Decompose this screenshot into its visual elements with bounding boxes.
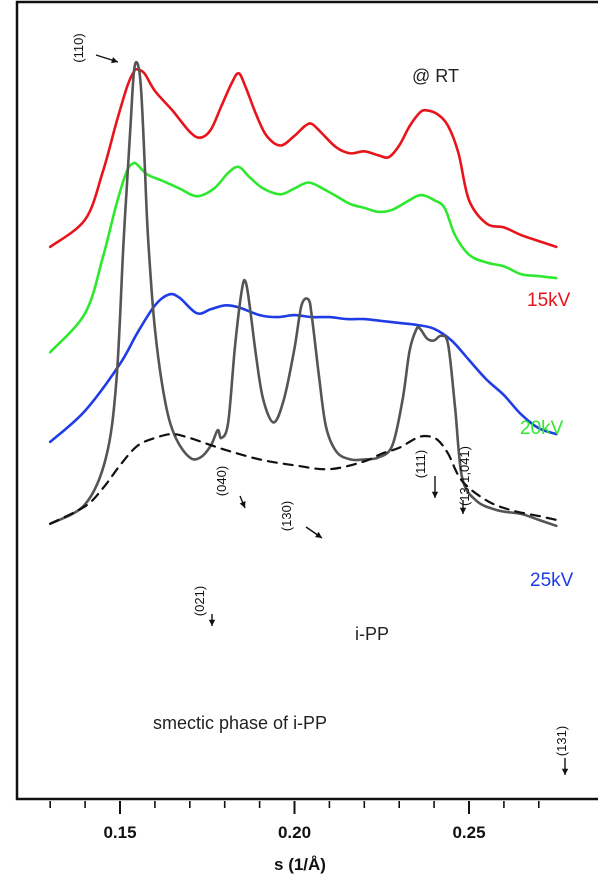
peak-label: (021) (192, 586, 207, 616)
plot-frame (15, 0, 598, 801)
peak-arrowhead (561, 768, 569, 775)
series-smectic-line (49, 433, 558, 525)
peak-arrowhead (111, 57, 118, 64)
x-tick-label: 0.15 (103, 823, 136, 842)
series-20kv-line (48, 161, 558, 354)
x-major-ticks: 0.15 0.20 0.25 (103, 801, 486, 842)
peak-label: (130) (279, 501, 294, 531)
peak-annotations: (110) (021) (040) (130) (111) (13-1,041) (131) (71, 33, 569, 775)
x-tick-label: 0.25 (452, 823, 485, 842)
series-label-ipp: i-PP (355, 624, 389, 644)
peak-arrowhead (459, 507, 467, 514)
series-label-smectic: smectic phase of i-PP (153, 713, 327, 733)
peak-arrowhead (208, 619, 216, 626)
x-tick-label: 0.20 (278, 823, 311, 842)
peak-label: (13-1,041) (457, 446, 472, 506)
x-axis-title: s (1/Å) (274, 855, 326, 874)
temperature-annotation: @ RT (412, 66, 459, 86)
peak-arrowhead (239, 501, 246, 508)
peak-label: (131) (554, 726, 569, 756)
series-label-20kv: 20kV (520, 418, 564, 439)
peak-arrowhead (431, 491, 439, 498)
series-label-25kv: 25kV (530, 570, 574, 591)
peak-label: (110) (71, 33, 86, 62)
peak-label: (111) (413, 450, 428, 478)
peak-label: (040) (214, 466, 229, 496)
peak-arrowhead (315, 531, 322, 538)
series-25kv-line (48, 292, 558, 444)
series-label-15kv: 15kV (527, 290, 571, 311)
series-ipp-line (48, 60, 558, 528)
series-15kv-line (48, 67, 558, 249)
curves (48, 60, 558, 528)
